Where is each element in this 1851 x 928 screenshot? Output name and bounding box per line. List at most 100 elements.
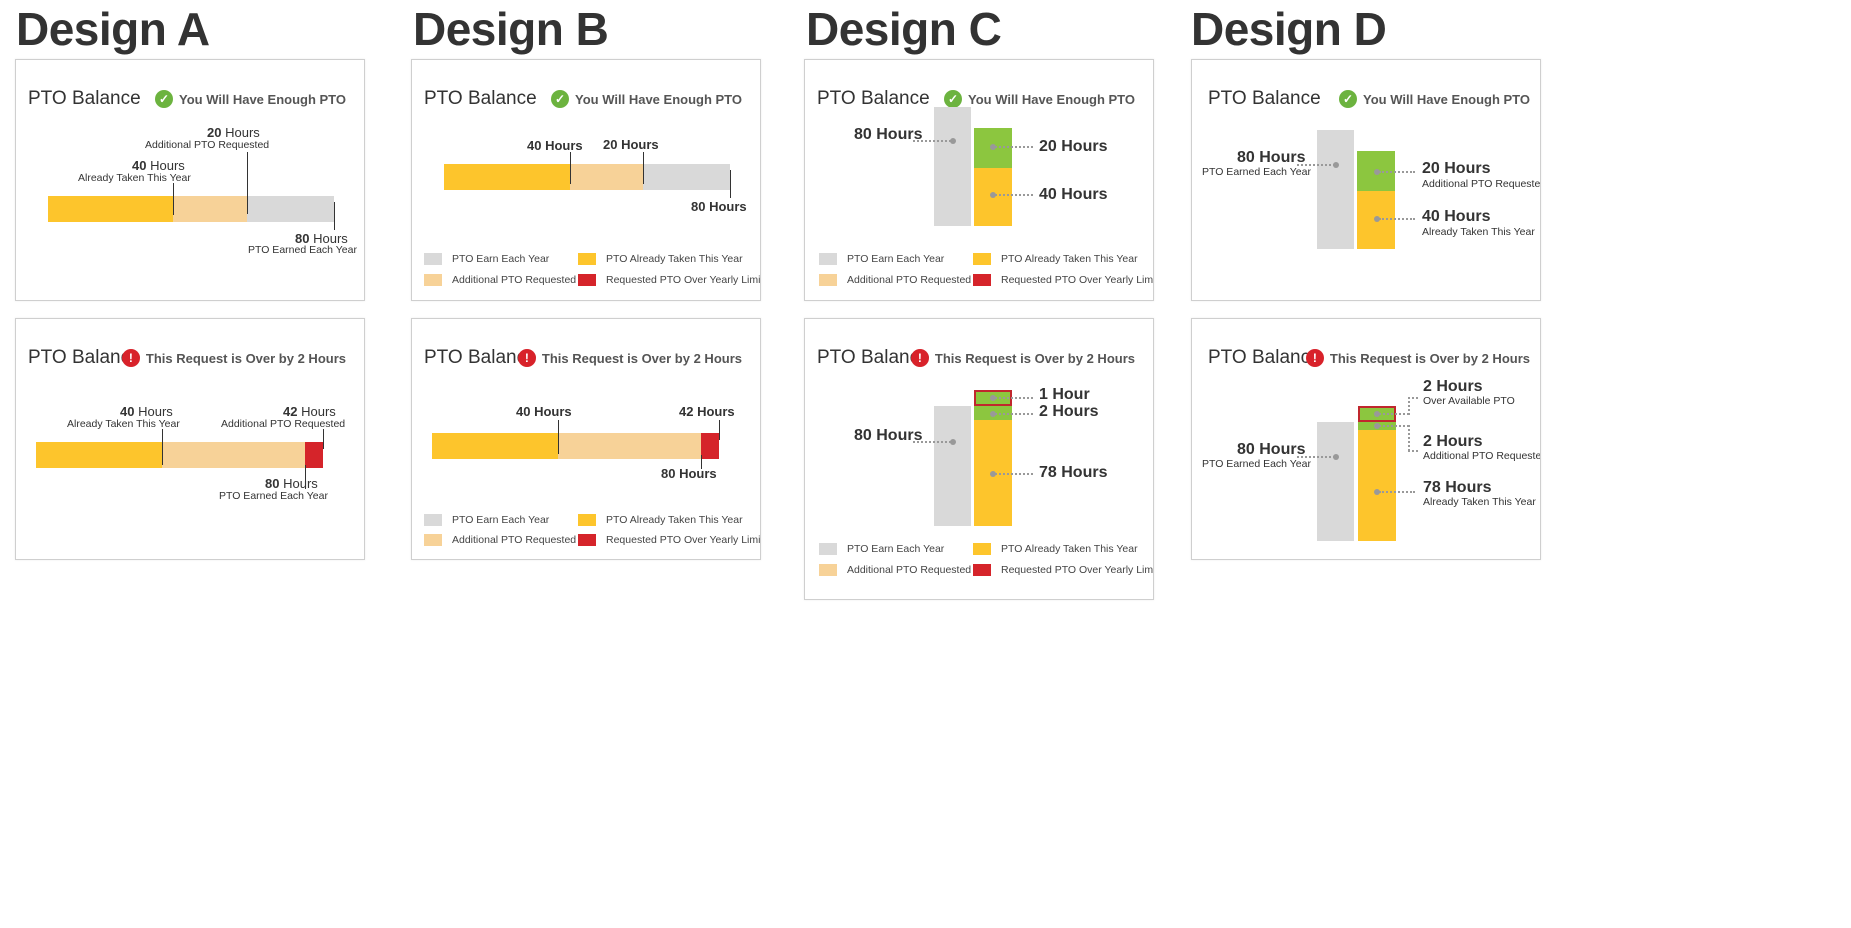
leader-dot <box>990 411 996 417</box>
bar-earned <box>1317 130 1354 249</box>
leader-dot <box>1333 454 1339 460</box>
over-sublabel: Over Available PTO <box>1423 395 1515 407</box>
leader-line <box>1408 450 1418 452</box>
requested-sublabel: Additional PTO Requested <box>1423 450 1541 462</box>
requested-label: 2 Hours <box>1039 403 1099 420</box>
legend-swatch <box>578 514 596 526</box>
status-text: You Will Have Enough PTO <box>968 91 1135 107</box>
leader-dot <box>1374 169 1380 175</box>
taken-label: 40 Hours <box>516 404 572 419</box>
legend-label: PTO Already Taken This Year <box>1001 543 1138 555</box>
legend-swatch <box>973 274 991 286</box>
design-d-card-over: PTO Balance ! This Request is Over by 2 … <box>1191 318 1541 560</box>
taken-sublabel: Already Taken This Year <box>78 172 191 184</box>
bar-taken <box>444 164 570 190</box>
taken-sublabel: Already Taken This Year <box>67 418 180 430</box>
legend-swatch <box>819 274 837 286</box>
leader-line <box>995 473 1033 475</box>
leader-dot <box>1374 411 1380 417</box>
leader-line <box>1297 164 1335 166</box>
legend-over: Requested PTO Over Yearly Limit <box>973 274 1154 286</box>
leader-line <box>1408 397 1410 415</box>
legend-earned: PTO Earn Each Year <box>819 543 944 555</box>
check-circle-icon: ✓ <box>1339 90 1358 108</box>
bar-requested <box>162 442 305 468</box>
bar-earned <box>247 196 334 222</box>
bar-earned <box>934 406 971 526</box>
legend-swatch <box>578 274 596 286</box>
taken-label: 40 Hours <box>132 158 185 173</box>
bar-earned <box>643 164 730 190</box>
leader-line <box>913 140 951 142</box>
legend-label: Requested PTO Over Yearly Limit <box>606 534 761 546</box>
leader-line <box>995 146 1033 148</box>
requested-label: 2 Hours <box>1423 433 1483 450</box>
card-title: PTO Balance <box>424 88 537 109</box>
legend-swatch <box>819 253 837 265</box>
leader-dot <box>1374 216 1380 222</box>
marker-line <box>701 455 702 469</box>
requested-label: 20 Hours <box>207 125 260 140</box>
requested-sublabel: Additional PTO Requested <box>145 139 270 151</box>
leader-dot <box>1374 423 1380 429</box>
bar-requested <box>570 164 643 190</box>
bar-earned <box>1317 422 1354 541</box>
requested-label: 20 Hours <box>1422 160 1491 177</box>
status-ok: ✓ You Will Have Enough PTO <box>155 90 346 108</box>
bar-taken <box>48 196 173 222</box>
legend-swatch <box>424 514 442 526</box>
leader-line <box>995 397 1033 399</box>
requested-sublabel: Additional PTO Requested <box>221 418 346 430</box>
leader-dot <box>1333 162 1339 168</box>
leader-dot <box>990 471 996 477</box>
earned-label: 80 Hours <box>265 476 318 491</box>
leader-line <box>1379 218 1415 220</box>
status-over: ! This Request is Over by 2 Hours <box>1305 349 1530 367</box>
legend-label: Requested PTO Over Yearly Limit <box>1001 274 1154 286</box>
legend-swatch <box>819 564 837 576</box>
status-over: ! This Request is Over by 2 Hours <box>910 349 1135 367</box>
exclamation-circle-icon: ! <box>517 349 536 367</box>
earned-label: 80 Hours <box>1237 441 1306 458</box>
leader-line <box>913 441 951 443</box>
legend-swatch <box>973 564 991 576</box>
leader-dot <box>950 138 956 144</box>
design-c-title: Design C <box>806 3 1002 55</box>
legend-over: Requested PTO Over Yearly Limit <box>973 564 1154 576</box>
legend-swatch <box>424 274 442 286</box>
legend-earned: PTO Earn Each Year <box>819 253 944 265</box>
marker-line <box>719 420 720 440</box>
legend-swatch <box>424 253 442 265</box>
earned-label: 80 Hours <box>854 126 923 143</box>
leader-line <box>1297 456 1335 458</box>
design-a-title: Design A <box>16 3 210 55</box>
legend-swatch <box>578 253 596 265</box>
over-label: 2 Hours <box>1423 378 1483 395</box>
bar-requested <box>173 196 247 222</box>
check-circle-icon: ✓ <box>551 90 570 108</box>
legend-over: Requested PTO Over Yearly Limit <box>578 274 760 286</box>
legend-label: PTO Earn Each Year <box>452 253 550 265</box>
check-circle-icon: ✓ <box>944 90 963 108</box>
marker-line <box>558 420 559 454</box>
taken-label: 78 Hours <box>1039 464 1108 481</box>
earned-sublabel: PTO Earned Each Year <box>219 490 328 502</box>
taken-label: 40 Hours <box>120 404 173 419</box>
status-text: You Will Have Enough PTO <box>179 91 346 107</box>
legend-requested: Additional PTO Requested <box>424 274 576 286</box>
taken-label: 78 Hours <box>1423 479 1492 496</box>
status-over: ! This Request is Over by 2 Hours <box>121 349 346 367</box>
card-title: PTO Balance <box>1208 347 1321 368</box>
legend-label: PTO Already Taken This Year <box>606 514 743 526</box>
exclamation-circle-icon: ! <box>121 349 140 367</box>
leader-dot <box>1374 489 1380 495</box>
legend-label: Requested PTO Over Yearly Limit <box>1001 564 1154 576</box>
card-title: PTO Balance <box>1208 88 1321 109</box>
card-title: PTO Balance <box>424 347 537 368</box>
legend-label: PTO Earn Each Year <box>452 514 550 526</box>
legend-taken: PTO Already Taken This Year <box>578 514 743 526</box>
legend-earned: PTO Earn Each Year <box>424 253 549 265</box>
status-text: This Request is Over by 2 Hours <box>934 350 1135 366</box>
legend-swatch <box>973 543 991 555</box>
requested-label: 20 Hours <box>603 137 659 152</box>
